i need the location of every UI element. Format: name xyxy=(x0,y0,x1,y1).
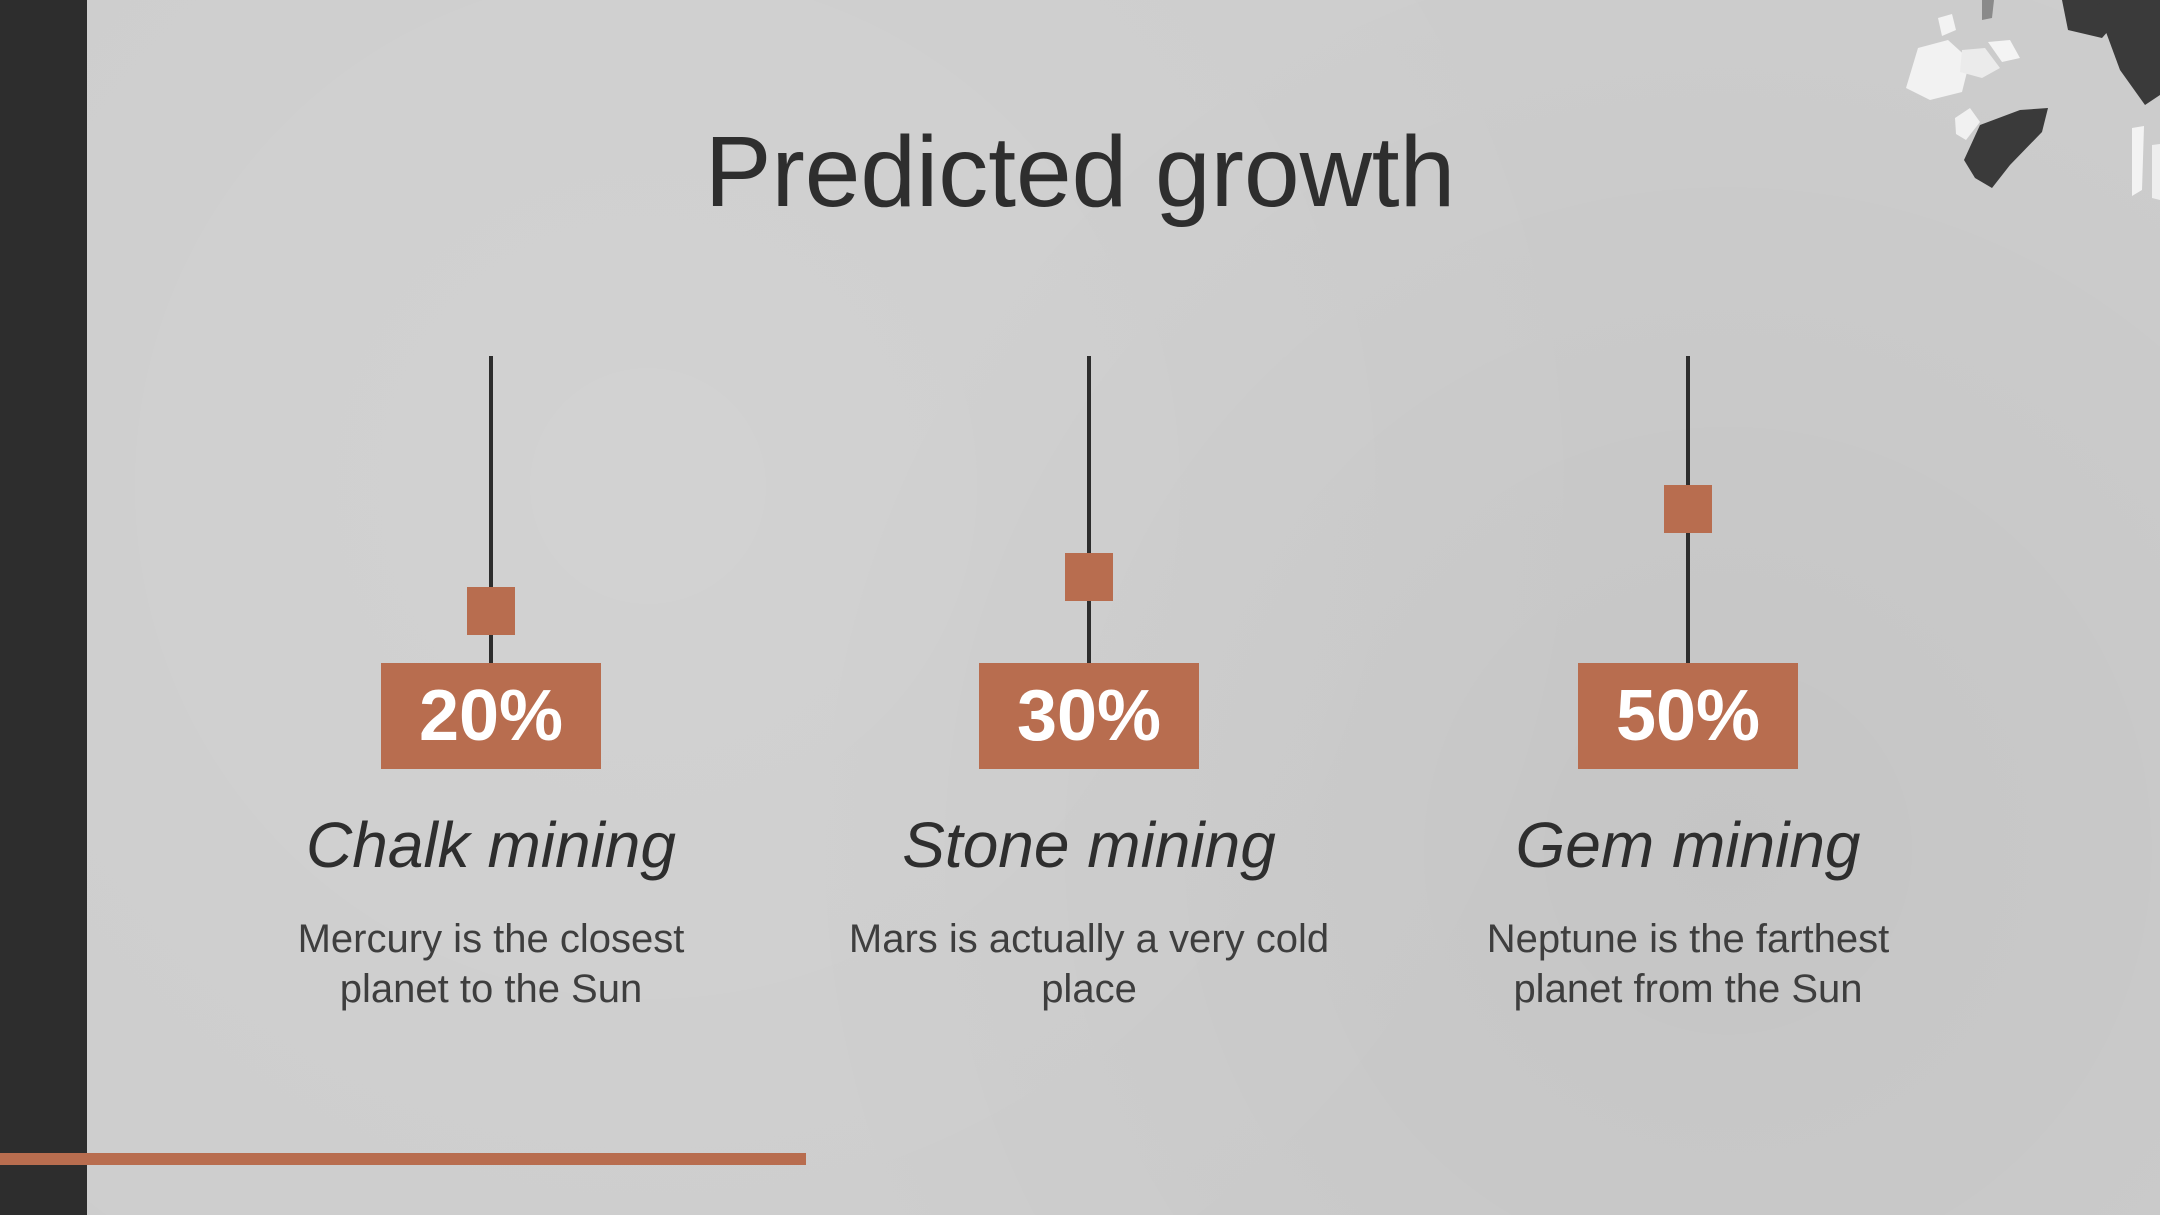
indicator-stick xyxy=(1087,356,1091,663)
left-sidebar-bar xyxy=(0,0,87,1215)
level-marker xyxy=(1065,553,1113,601)
item-name: Stone mining xyxy=(902,809,1276,881)
percent-box: 20% xyxy=(381,663,601,769)
percent-box: 30% xyxy=(979,663,1199,769)
item-description: Mercury is the closest planet to the Sun xyxy=(297,917,685,1011)
growth-item-chalk: 20% Chalk mining Mercury is the closest … xyxy=(191,0,791,1215)
slide-title-text: Predicted growth xyxy=(704,116,1456,228)
growth-item-gem: 50% Gem mining Neptune is the farthest p… xyxy=(1388,0,1988,1215)
item-description: Mars is actually a very cold place xyxy=(848,917,1330,1011)
growth-item-stone: 30% Stone mining Mars is actually a very… xyxy=(789,0,1389,1215)
level-marker xyxy=(467,587,515,635)
stones-cluster-icon xyxy=(1906,0,2160,200)
indicator-stick xyxy=(489,356,493,663)
item-name: Chalk mining xyxy=(306,809,676,881)
bottom-accent-line xyxy=(0,1153,806,1165)
item-name: Gem mining xyxy=(1515,809,1861,881)
level-marker xyxy=(1664,485,1712,533)
slide-title: Predicted growth xyxy=(0,112,2160,232)
item-description: Neptune is the farthest planet from the … xyxy=(1486,917,1890,1011)
percent-box: 50% xyxy=(1578,663,1798,769)
